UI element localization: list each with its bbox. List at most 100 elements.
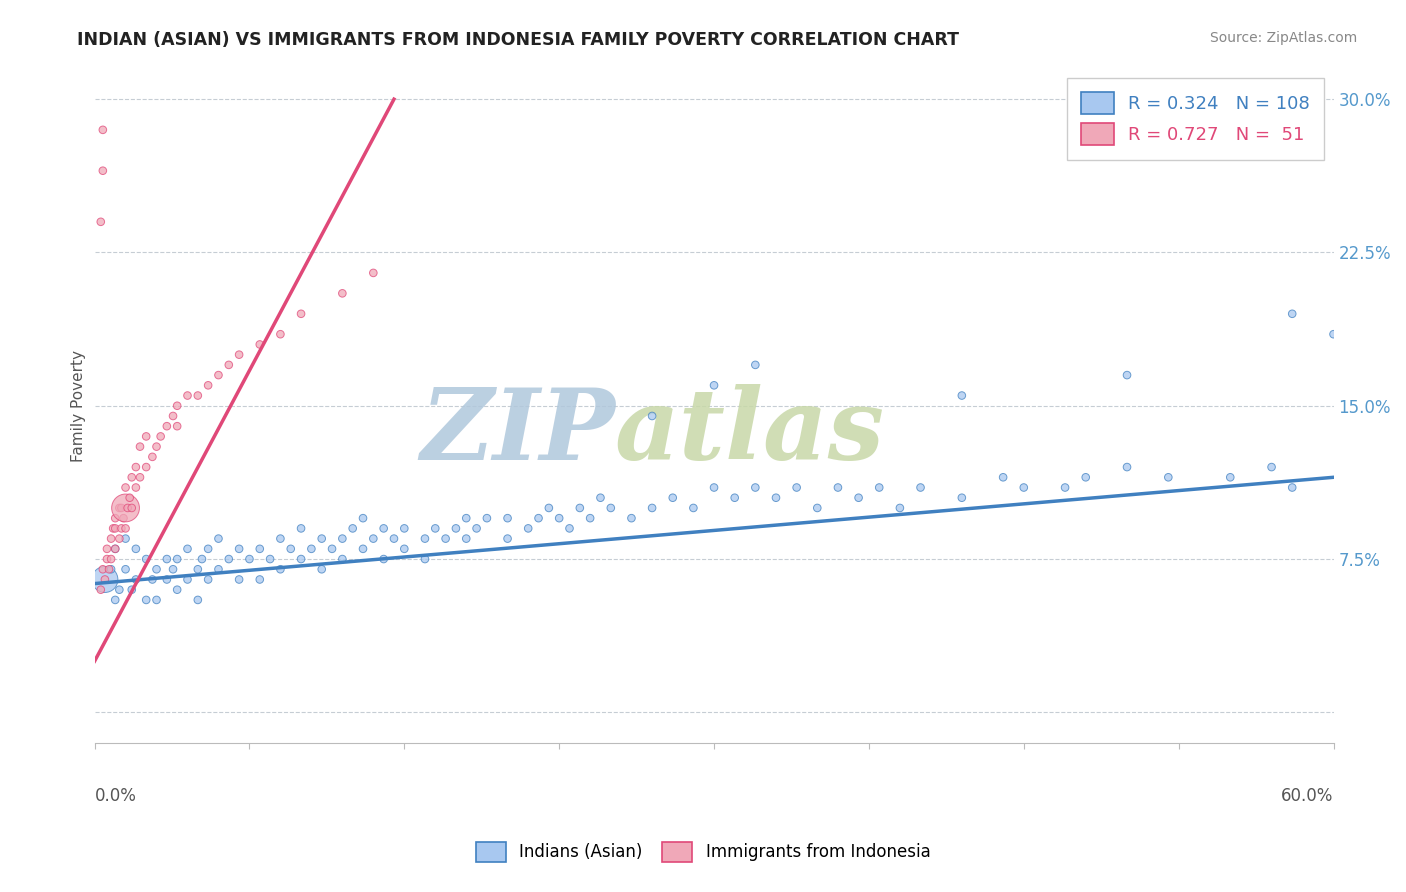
Point [125,481,148,495]
Point [889,500,911,515]
Point [1054,481,1077,495]
Point [141,573,163,587]
Point [744,481,766,495]
Point [218,358,240,372]
Point [1219,470,1241,484]
Point [827,481,849,495]
Point [465,521,488,535]
Text: ZIP: ZIP [420,384,614,481]
Point [176,388,198,402]
Point [682,500,704,515]
Point [352,541,374,556]
Point [848,491,870,505]
Point [568,500,591,515]
Point [249,541,271,556]
Legend: R = 0.324   N = 108, R = 0.727   N =  51: R = 0.324 N = 108, R = 0.727 N = 51 [1067,78,1324,160]
Point [641,409,664,423]
Point [425,521,447,535]
Text: 0.0%: 0.0% [94,787,136,805]
Point [135,460,157,475]
Point [104,521,127,535]
Point [94,573,117,587]
Point [104,593,127,607]
Point [228,348,250,362]
Point [496,532,519,546]
Point [589,491,612,505]
Point [456,532,478,546]
Point [112,511,135,525]
Point [1281,307,1303,321]
Point [162,409,184,423]
Point [90,582,112,597]
Point [579,511,602,525]
Point [363,266,385,280]
Point [1322,327,1344,342]
Point [868,481,890,495]
Point [299,541,322,556]
Point [207,368,229,383]
Point [166,399,188,413]
Text: 60.0%: 60.0% [1281,787,1333,805]
Point [290,307,312,321]
Point [475,511,498,525]
Point [950,491,973,505]
Point [118,491,141,505]
Point [135,552,157,566]
Point [269,562,291,576]
Point [950,388,973,402]
Point [228,573,250,587]
Point [290,521,312,535]
Point [527,511,550,525]
Point [104,541,127,556]
Point [110,521,132,535]
Point [537,500,560,515]
Y-axis label: Family Poverty: Family Poverty [72,350,86,462]
Point [104,511,127,525]
Point [156,419,179,434]
Point [129,440,152,454]
Point [342,521,364,535]
Point [121,470,143,484]
Point [703,481,725,495]
Point [187,388,209,402]
Point [197,573,219,587]
Point [135,429,157,443]
Point [166,582,188,597]
Point [269,532,291,546]
Point [548,511,571,525]
Point [166,419,188,434]
Point [1260,460,1282,475]
Point [101,521,124,535]
Point [724,491,747,505]
Point [96,541,118,556]
Point [162,562,184,576]
Point [744,358,766,372]
Point [114,562,136,576]
Point [444,521,467,535]
Point [207,532,229,546]
Point [269,327,291,342]
Point [121,582,143,597]
Point [114,481,136,495]
Point [91,163,114,178]
Point [114,532,136,546]
Point [117,500,139,515]
Point [332,552,354,566]
Point [104,541,127,556]
Point [114,500,136,515]
Point [321,541,343,556]
Point [394,541,416,556]
Point [1012,481,1035,495]
Point [1157,470,1180,484]
Point [145,440,167,454]
Point [363,532,385,546]
Point [249,573,271,587]
Point [641,500,664,515]
Text: INDIAN (ASIAN) VS IMMIGRANTS FROM INDONESIA FAMILY POVERTY CORRELATION CHART: INDIAN (ASIAN) VS IMMIGRANTS FROM INDONE… [77,31,959,49]
Point [1116,460,1139,475]
Point [311,532,333,546]
Point [517,521,540,535]
Point [413,532,436,546]
Point [280,541,302,556]
Point [108,582,131,597]
